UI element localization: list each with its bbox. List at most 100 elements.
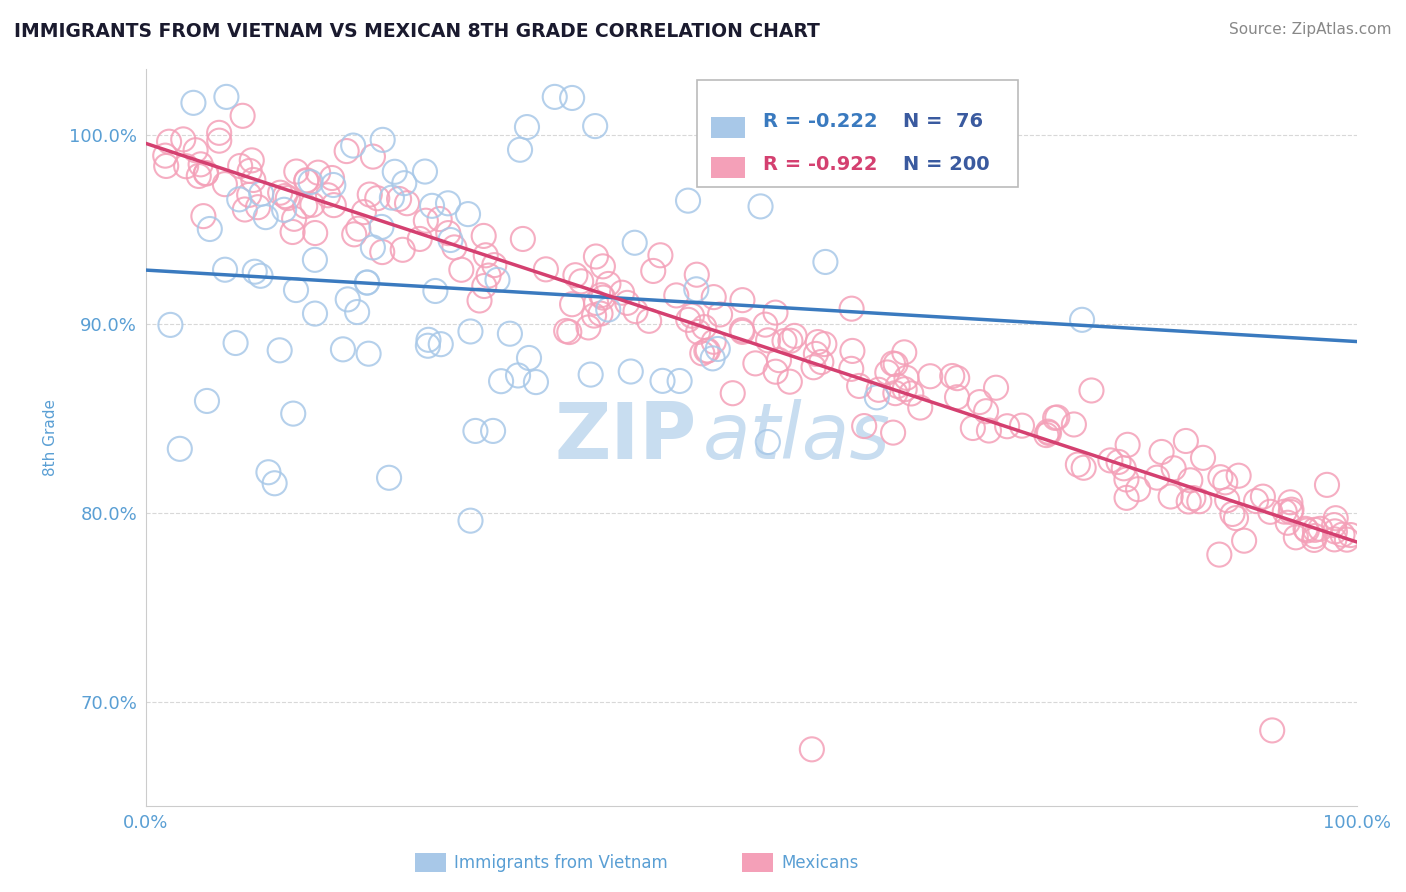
Point	[579, 368, 602, 382]
Point	[946, 371, 969, 385]
Point	[1115, 491, 1137, 505]
Point	[174, 159, 197, 173]
Point	[356, 276, 378, 290]
Point	[425, 284, 447, 298]
Point	[676, 194, 699, 208]
Point	[977, 424, 1000, 438]
Point	[391, 243, 413, 257]
Text: Source: ZipAtlas.com: Source: ZipAtlas.com	[1229, 22, 1392, 37]
Point	[561, 297, 583, 311]
FancyBboxPatch shape	[697, 79, 1018, 186]
Point	[841, 343, 863, 358]
Point	[347, 221, 370, 235]
Point	[439, 233, 461, 247]
Point	[322, 178, 344, 192]
Point	[195, 393, 218, 408]
Point	[564, 268, 586, 283]
Point	[1309, 522, 1331, 536]
Point	[695, 343, 717, 358]
Point	[696, 343, 718, 358]
Point	[810, 355, 832, 369]
Point	[254, 210, 277, 224]
Point	[346, 305, 368, 319]
Point	[995, 419, 1018, 434]
Point	[685, 282, 707, 296]
Point	[592, 260, 614, 274]
Point	[910, 401, 932, 415]
Point	[388, 192, 411, 206]
Point	[1213, 475, 1236, 490]
Point	[415, 213, 437, 227]
Point	[1188, 494, 1211, 508]
Point	[420, 199, 443, 213]
Point	[194, 167, 217, 181]
Point	[512, 232, 534, 246]
Point	[1071, 313, 1094, 327]
Point	[853, 419, 876, 434]
Point	[1225, 511, 1247, 525]
Point	[544, 90, 567, 104]
Point	[450, 262, 472, 277]
Point	[516, 120, 538, 134]
Point	[1160, 490, 1182, 504]
Point	[361, 150, 384, 164]
Point	[214, 177, 236, 191]
Point	[304, 252, 326, 267]
Point	[558, 325, 581, 339]
Point	[299, 175, 322, 189]
Point	[429, 212, 451, 227]
Point	[1295, 522, 1317, 536]
Point	[643, 264, 665, 278]
Point	[242, 173, 264, 187]
Point	[285, 164, 308, 178]
Point	[361, 240, 384, 254]
Point	[295, 173, 318, 187]
Point	[1116, 438, 1139, 452]
Point	[900, 386, 922, 401]
Point	[155, 159, 177, 173]
Point	[765, 305, 787, 319]
Point	[172, 132, 194, 146]
Point	[1261, 723, 1284, 738]
Point	[169, 442, 191, 456]
Point	[731, 323, 754, 337]
Point	[460, 325, 482, 339]
Point	[353, 205, 375, 219]
Point	[1126, 482, 1149, 496]
Point	[585, 250, 607, 264]
Point	[884, 357, 907, 371]
Point	[322, 198, 344, 212]
Point	[624, 304, 647, 318]
Point	[703, 290, 725, 304]
Point	[370, 219, 392, 234]
Point	[1108, 455, 1130, 469]
Point	[332, 343, 354, 357]
Point	[214, 262, 236, 277]
Point	[1323, 524, 1346, 539]
Point	[285, 283, 308, 297]
Point	[1209, 470, 1232, 484]
Point	[437, 226, 460, 240]
Point	[1035, 428, 1057, 442]
Point	[269, 343, 291, 358]
Point	[709, 308, 731, 322]
Point	[472, 228, 495, 243]
Text: ZIP: ZIP	[554, 400, 697, 475]
Point	[768, 353, 790, 368]
Point	[1324, 511, 1347, 525]
Point	[198, 222, 221, 236]
Point	[702, 351, 724, 366]
Point	[371, 245, 394, 260]
Point	[1303, 533, 1326, 547]
Point	[969, 395, 991, 409]
Point	[1043, 411, 1066, 425]
Point	[1279, 505, 1302, 519]
Point	[868, 383, 890, 397]
Point	[307, 166, 329, 180]
Point	[731, 293, 754, 307]
Point	[356, 276, 378, 290]
Point	[561, 91, 583, 105]
Point	[1038, 425, 1060, 440]
Point	[1258, 505, 1281, 519]
Point	[773, 334, 796, 348]
